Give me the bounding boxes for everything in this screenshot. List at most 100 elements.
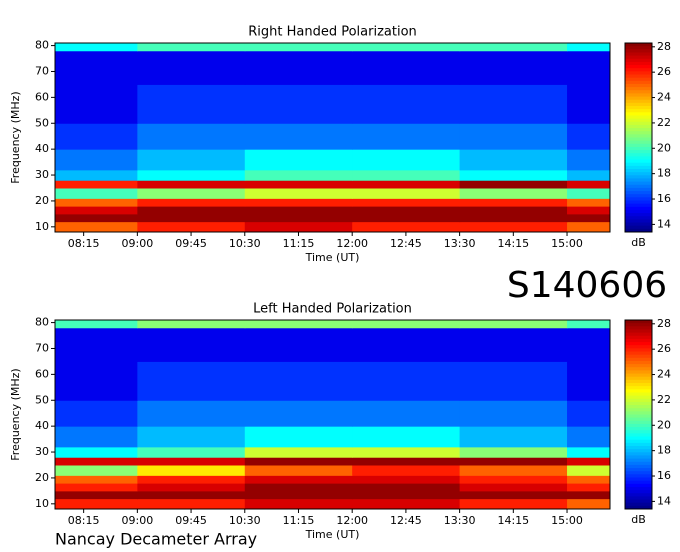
heat-cell xyxy=(137,327,246,362)
heat-cell xyxy=(459,446,568,458)
heat-cell xyxy=(55,475,138,484)
colorbar-step xyxy=(625,430,652,434)
heat-cell xyxy=(567,50,611,85)
colorbar-step xyxy=(625,184,652,189)
colorbar-label: dB xyxy=(631,236,646,249)
heat-cell xyxy=(137,198,246,207)
x-tick-label: 09:45 xyxy=(175,237,207,250)
heat-cell xyxy=(55,361,138,401)
colorbar-step xyxy=(625,77,652,82)
heat-cell xyxy=(567,187,611,199)
colorbar-step xyxy=(625,187,652,192)
heat-cell xyxy=(459,123,568,150)
colorbar-tick-label: 16 xyxy=(657,192,671,205)
colorbar-step xyxy=(625,335,652,340)
colorbar-step xyxy=(625,112,652,116)
x-tick-label: 11:15 xyxy=(283,514,315,527)
heat-cell xyxy=(137,464,246,476)
colorbar-step xyxy=(625,61,652,66)
colorbar-step xyxy=(625,93,652,98)
colorbar-step xyxy=(625,49,652,53)
colorbar-step xyxy=(625,326,652,330)
colorbar-step xyxy=(625,134,652,138)
heat-cell xyxy=(244,490,353,500)
heat-cell xyxy=(352,464,461,476)
x-tick-label: 15:00 xyxy=(551,237,583,250)
colorbar-step xyxy=(625,342,652,346)
x-tick-label: 12:00 xyxy=(336,514,368,527)
colorbar-step xyxy=(625,398,652,403)
heat-cell xyxy=(55,446,138,458)
colorbar-step xyxy=(625,376,652,381)
colorbar-step xyxy=(625,490,652,494)
colorbar-step xyxy=(625,156,652,161)
colorbar-step xyxy=(625,74,652,79)
heat-cell xyxy=(244,180,353,189)
heat-cell xyxy=(352,320,461,329)
colorbar-step xyxy=(625,370,652,375)
heat-cell xyxy=(137,457,246,466)
heat-cell xyxy=(567,320,611,329)
heat-cell xyxy=(352,483,461,492)
colorbar-step xyxy=(625,496,652,501)
plot-frame xyxy=(54,319,611,510)
x-tick-label: 12:45 xyxy=(390,237,422,250)
colorbar-step xyxy=(625,219,652,224)
heat-cell xyxy=(567,475,611,484)
colorbar-step xyxy=(625,137,652,142)
colorbar-step xyxy=(625,455,652,460)
y-tick-label: 70 xyxy=(35,341,49,354)
heat-cell xyxy=(244,221,353,233)
colorbar-step xyxy=(625,165,652,170)
colorbar-step xyxy=(625,446,652,450)
x-tick-label: 10:30 xyxy=(229,237,261,250)
colorbar-step xyxy=(625,228,652,233)
colorbar-step xyxy=(625,332,652,337)
heat-cell xyxy=(459,187,568,199)
colorbar-tick-label: 14 xyxy=(657,494,671,507)
heat-cell xyxy=(352,446,461,458)
x-tick-label: 09:00 xyxy=(122,237,154,250)
heat-cell xyxy=(55,327,138,362)
colorbar-step xyxy=(625,395,652,400)
heat-cell xyxy=(459,169,568,181)
heat-cell xyxy=(352,149,461,171)
heat-cell xyxy=(137,426,246,448)
heat-cell xyxy=(55,490,138,500)
colorbar-step xyxy=(625,131,652,135)
heat-cell xyxy=(459,50,568,85)
heat-cell xyxy=(352,498,461,510)
colorbar-tick-label: 16 xyxy=(657,469,671,482)
heat-cell xyxy=(352,169,461,181)
heat-cell xyxy=(137,50,246,85)
colorbar-step xyxy=(625,411,652,415)
heat-cell xyxy=(55,483,138,492)
colorbar-tick-label: 22 xyxy=(657,393,671,406)
heat-cell xyxy=(244,483,353,492)
colorbar-tick-label: 24 xyxy=(657,91,671,104)
spectrum-id: S140606 xyxy=(507,265,667,306)
x-tick-label: 15:00 xyxy=(551,514,583,527)
x-tick-label: 12:45 xyxy=(390,514,422,527)
heat-cell xyxy=(352,475,461,484)
heat-cell xyxy=(137,446,246,458)
colorbar-step xyxy=(625,83,652,88)
colorbar-step xyxy=(625,392,652,397)
colorbar-step xyxy=(625,471,652,475)
colorbar-step xyxy=(625,323,652,327)
heat-cell xyxy=(244,361,353,401)
heat-cell xyxy=(459,198,568,207)
heat-cell xyxy=(567,43,611,52)
heat-cell xyxy=(567,464,611,476)
heat-cell xyxy=(459,84,568,124)
heat-cell xyxy=(244,50,353,85)
colorbar-step xyxy=(625,423,652,428)
colorbar-step xyxy=(625,420,652,425)
colorbar-step xyxy=(625,109,652,113)
heat-cell xyxy=(137,400,246,427)
colorbar-step xyxy=(625,71,652,75)
heat-cell xyxy=(459,180,568,189)
plot-frame xyxy=(54,42,611,233)
heat-cell xyxy=(352,221,461,233)
x-tick-label: 11:15 xyxy=(283,237,315,250)
